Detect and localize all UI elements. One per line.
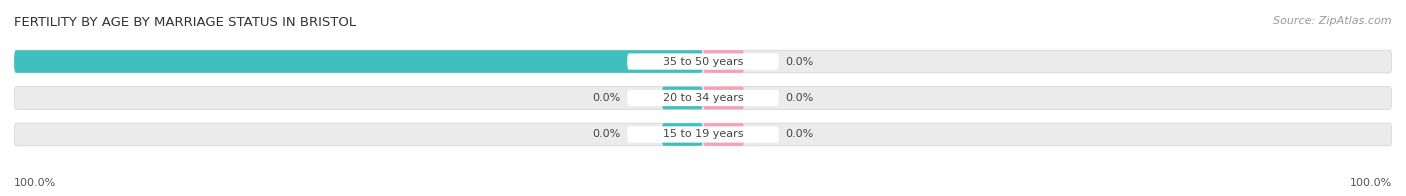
FancyBboxPatch shape [14,50,703,73]
Text: 0.0%: 0.0% [786,93,814,103]
Text: 15 to 19 years: 15 to 19 years [662,130,744,140]
FancyBboxPatch shape [14,50,1392,73]
FancyBboxPatch shape [703,50,744,73]
Text: 100.0%: 100.0% [1350,178,1392,188]
Text: FERTILITY BY AGE BY MARRIAGE STATUS IN BRISTOL: FERTILITY BY AGE BY MARRIAGE STATUS IN B… [14,16,356,29]
FancyBboxPatch shape [627,53,779,70]
Text: Source: ZipAtlas.com: Source: ZipAtlas.com [1274,16,1392,26]
FancyBboxPatch shape [627,90,779,106]
Text: 20 to 34 years: 20 to 34 years [662,93,744,103]
Text: 35 to 50 years: 35 to 50 years [662,56,744,66]
Text: 0.0%: 0.0% [592,130,620,140]
FancyBboxPatch shape [662,123,703,146]
FancyBboxPatch shape [703,87,744,109]
FancyBboxPatch shape [14,87,1392,109]
FancyBboxPatch shape [662,87,703,109]
Text: 0.0%: 0.0% [786,130,814,140]
FancyBboxPatch shape [627,126,779,143]
Text: 100.0%: 100.0% [0,56,7,66]
Text: 100.0%: 100.0% [14,178,56,188]
FancyBboxPatch shape [14,123,1392,146]
FancyBboxPatch shape [703,123,744,146]
Text: 0.0%: 0.0% [786,56,814,66]
Text: 0.0%: 0.0% [592,93,620,103]
